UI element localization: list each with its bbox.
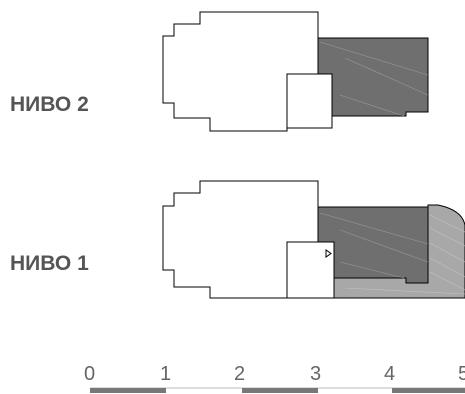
level-1-label: НИВО 1 bbox=[10, 252, 89, 275]
scale-number-3: 3 bbox=[310, 363, 321, 385]
level-2-hatch-lines bbox=[319, 41, 429, 117]
scale-number-5: 5 bbox=[458, 363, 465, 385]
entrance-arrow-icon bbox=[325, 249, 332, 258]
scale-bar: 0 1 2 3 4 5 bbox=[84, 363, 465, 393]
scale-number-2: 2 bbox=[234, 363, 245, 385]
scale-bar-segment-2-3 bbox=[242, 388, 318, 393]
scale-number-4: 4 bbox=[384, 363, 395, 385]
level-2-plan bbox=[162, 11, 429, 132]
level-2-shaded-area bbox=[317, 37, 429, 117]
level-1-plan bbox=[162, 180, 465, 299]
scale-bar-segment-4-5 bbox=[392, 388, 465, 393]
scale-number-0: 0 bbox=[84, 363, 95, 385]
scale-number-1: 1 bbox=[160, 363, 171, 385]
level-1-light-hatch bbox=[344, 214, 465, 295]
level-2-interior-box bbox=[286, 73, 333, 129]
scale-bar-segment-0-1 bbox=[90, 388, 166, 393]
level-1-hatch-lines bbox=[319, 212, 429, 279]
level-2-label: НИВО 2 bbox=[10, 93, 89, 116]
